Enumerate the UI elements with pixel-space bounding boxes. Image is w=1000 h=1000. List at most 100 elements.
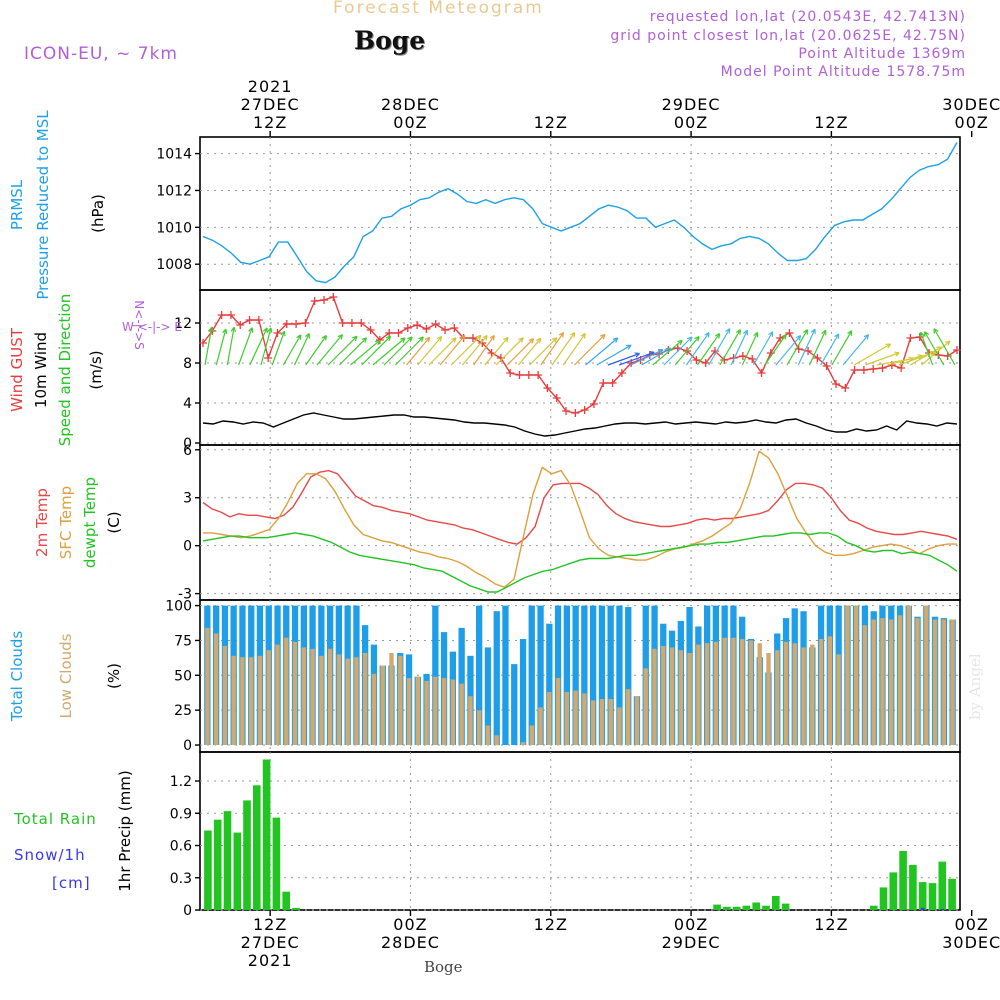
wind-arrow-head <box>459 335 466 341</box>
gust-marker <box>701 359 710 367</box>
gust-marker <box>226 311 235 319</box>
wind-arrow-head <box>795 335 802 341</box>
wind-arrow-head <box>821 329 827 336</box>
wind-arrow-head <box>528 338 535 344</box>
gust-marker <box>878 364 887 372</box>
wind-direction-arrow <box>697 333 721 366</box>
gust-marker <box>571 409 580 417</box>
gust-marker <box>310 297 319 305</box>
wind-arrow-head <box>361 337 368 343</box>
low-cloud-bar <box>441 678 447 745</box>
low-cloud-bar <box>678 650 683 745</box>
bottom-time-label: 00Z <box>674 915 708 934</box>
wind-arrow-head <box>735 329 741 335</box>
low-cloud-bar <box>713 641 719 745</box>
wind-arrow-head <box>424 336 431 343</box>
wind-direction-arrow <box>327 335 358 366</box>
bottom-time-label: 2021 <box>248 951 293 970</box>
wind-direction-arrow <box>752 331 774 366</box>
low-cloud-bar <box>722 637 727 746</box>
wind-arrow-head <box>753 331 759 338</box>
wind-arrow-head <box>626 344 632 350</box>
top-time-label: 00Z <box>393 113 427 132</box>
rain-bar <box>292 907 300 910</box>
low-cloud-bar <box>634 696 640 745</box>
low-cloud-bar <box>529 725 534 745</box>
precip-side-label: Total Rain <box>13 810 97 828</box>
wind-direction-arrow <box>484 337 509 366</box>
rain-bar <box>204 830 212 910</box>
gust-marker <box>422 325 431 333</box>
low-cloud-bar <box>880 618 885 745</box>
gust-marker <box>375 336 384 344</box>
low-cloud-bar <box>477 710 482 746</box>
gust-marker <box>403 324 412 332</box>
bottom-time-label: 12Z <box>534 915 568 934</box>
low-cloud-bar <box>897 615 903 745</box>
wind-direction-arrow <box>260 327 272 366</box>
low-cloud-bar <box>301 647 306 745</box>
gust-marker <box>543 384 552 392</box>
panel-label: Total Clouds <box>8 631 26 723</box>
wind-direction-arrow <box>238 327 253 366</box>
series-line <box>202 296 958 414</box>
low-cloud-bar <box>608 699 613 745</box>
wind-arrow-head <box>267 327 273 333</box>
low-cloud-bar <box>406 678 412 745</box>
panel-label: PRMSL <box>8 179 26 230</box>
total-cloud-bar <box>432 605 439 745</box>
wind-direction-arrow <box>394 336 424 366</box>
y-tick-label: 0.6 <box>170 839 192 855</box>
rain-bar <box>899 850 907 910</box>
low-cloud-bar <box>354 657 359 746</box>
wind-direction-arrow <box>786 329 809 366</box>
low-cloud-bar <box>845 605 850 745</box>
wind-arrow-head <box>570 332 576 338</box>
total-cloud-bar <box>493 611 500 746</box>
low-cloud-bar <box>573 690 578 745</box>
gust-marker <box>617 369 626 377</box>
snow-bar <box>920 907 925 910</box>
low-cloud-bar <box>924 605 929 745</box>
wind-direction-arrow <box>831 330 853 366</box>
gust-marker <box>738 352 747 360</box>
top-time-label: 12Z <box>253 113 287 132</box>
panel-frame-precip <box>199 751 961 911</box>
gust-marker <box>552 394 561 402</box>
wind-arrow-head <box>476 334 482 341</box>
wind-direction-arrow <box>417 336 443 366</box>
wind-direction-arrow <box>204 327 213 366</box>
total-cloud-bar <box>484 647 492 745</box>
wind-arrow-head <box>482 335 488 341</box>
top-time-label: 12Z <box>814 113 848 132</box>
low-cloud-bar <box>249 657 254 746</box>
point-altitude: Point Altitude 1369m <box>798 46 966 62</box>
series-line <box>202 412 958 437</box>
low-cloud-bar <box>266 650 271 745</box>
wind-direction-arrow <box>764 334 787 366</box>
wind-arrow-head <box>352 335 358 342</box>
wind-arrow-head <box>781 334 787 340</box>
low-cloud-bar <box>222 646 228 745</box>
low-cloud-bar <box>345 658 350 746</box>
wind-direction-arrow <box>271 330 286 366</box>
wind-direction-arrow <box>249 327 268 366</box>
rain-bar <box>732 906 741 910</box>
y-tick-label: 3 <box>183 491 192 507</box>
direction-key-ew: W <-|-> E <box>122 320 182 334</box>
low-cloud-bar <box>231 655 236 745</box>
total-cloud-bar <box>598 605 606 745</box>
series-line <box>203 450 957 588</box>
low-cloud-bar <box>389 653 394 745</box>
top-time-label: 30DEC <box>942 95 1000 114</box>
y-tick-label: 0 <box>183 436 192 452</box>
y-tick-label: 12 <box>174 316 192 332</box>
low-cloud-bar <box>915 618 920 745</box>
wind-direction-arrow <box>562 333 586 366</box>
gust-marker <box>534 371 543 379</box>
gust-marker <box>869 365 878 373</box>
low-cloud-bar <box>783 641 789 745</box>
wind-arrow-head <box>677 339 683 346</box>
total-cloud-bar <box>537 605 544 745</box>
gust-marker <box>850 366 859 374</box>
